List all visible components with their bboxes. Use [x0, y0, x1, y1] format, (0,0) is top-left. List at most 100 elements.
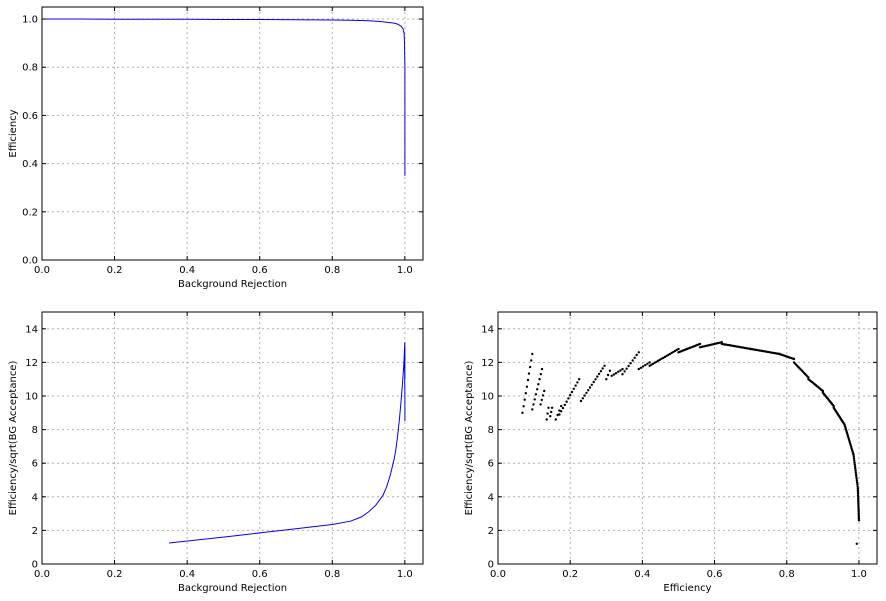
- significance-vs-rejection-plot: 0.0 0.2 0.4 0.6 0.8 1.0 0 2 4 6 8 10 12 14 Background …: [8, 311, 424, 594]
- data-point: [546, 412, 549, 415]
- x-tick-label: 0.2: [562, 569, 578, 580]
- y-tick-label: 0.8: [22, 63, 38, 74]
- series-line: [168, 342, 406, 544]
- y-tick-label: 1.0: [22, 15, 38, 26]
- data-point: [633, 356, 636, 359]
- data-point: [536, 388, 539, 391]
- data-point: [563, 403, 566, 407]
- x-tick-label: 0.0: [490, 569, 506, 580]
- data-point: [590, 383, 593, 386]
- data-point: [853, 465, 857, 468]
- y-tick-label: 0: [32, 560, 38, 571]
- data-point: [524, 392, 527, 395]
- data-point: [532, 403, 535, 406]
- y-tick-label: 8: [488, 425, 494, 436]
- data-point: [610, 374, 613, 377]
- x-tick-label: 0.0: [34, 265, 50, 276]
- data-point: [592, 380, 595, 384]
- data-point: [856, 493, 860, 497]
- data-point: [522, 405, 525, 408]
- data-point: [531, 408, 534, 411]
- y-axis-label: Efficiency/sqrt(BG Acceptance): [8, 361, 19, 516]
- data-point: [588, 386, 592, 389]
- x-tick-label: 0.6: [252, 265, 268, 276]
- data-point: [855, 481, 859, 484]
- data-point: [855, 479, 859, 482]
- data-point: [853, 459, 856, 462]
- data-point: [852, 453, 855, 456]
- data-point: [570, 390, 574, 394]
- data-point: [540, 367, 544, 371]
- plot-frame: [41, 6, 424, 261]
- y-axis-label: Efficiency: [8, 109, 19, 157]
- data-point: [857, 500, 860, 503]
- data-point: [698, 342, 702, 346]
- data-point: [545, 418, 548, 421]
- x-tick-label: 0.2: [107, 265, 123, 276]
- data-point: [530, 359, 533, 362]
- data-point: [569, 394, 572, 397]
- data-point: [857, 497, 860, 500]
- data-point: [857, 495, 860, 498]
- y-tick-label: 14: [25, 324, 38, 335]
- data-point: [852, 457, 856, 460]
- y-tick-label: 12: [25, 358, 38, 369]
- y-tick-label: 10: [481, 392, 494, 403]
- data-point: [639, 366, 643, 369]
- x-tick-label: 0.8: [324, 265, 340, 276]
- data-point: [617, 370, 620, 373]
- y-tick-label: 8: [32, 425, 38, 436]
- data-point: [635, 353, 638, 357]
- data-point: [857, 505, 860, 509]
- data-point: [614, 372, 618, 375]
- data-point: [594, 378, 597, 381]
- y-axis-label: Efficiency/sqrt(BG Acceptance): [464, 361, 475, 516]
- data-point: [561, 406, 565, 410]
- y-tick-label: 4: [488, 492, 494, 503]
- x-tick-label: 0.4: [179, 265, 195, 276]
- x-tick-label: 0.6: [707, 569, 723, 580]
- data-point: [856, 483, 859, 486]
- data-point: [857, 509, 860, 512]
- data-point: [857, 512, 860, 515]
- data-point: [857, 514, 860, 517]
- data-point: [854, 469, 857, 472]
- data-point: [856, 487, 860, 490]
- data-point: [646, 362, 649, 365]
- x-axis-label: Efficiency: [663, 583, 711, 594]
- data-point: [856, 488, 860, 492]
- data-point: [641, 365, 645, 368]
- data-point: [596, 375, 599, 378]
- data-point: [587, 389, 590, 392]
- data-point: [854, 471, 857, 474]
- data-point: [629, 362, 632, 365]
- efficiency-vs-rejection-plot: 0.0 0.2 0.4 0.6 0.8 1.0 0.0 0.2 0.4 0.6 0.8 1.0 Back…: [8, 6, 424, 290]
- data-point: [565, 400, 568, 403]
- data-point: [543, 389, 546, 393]
- data-point: [832, 404, 835, 408]
- data-point: [576, 381, 579, 384]
- data-point: [619, 369, 622, 372]
- data-point: [599, 370, 603, 373]
- x-axis-label: Background Rejection: [178, 583, 287, 594]
- series-line: [42, 18, 406, 176]
- y-tick-label: 2: [488, 526, 494, 537]
- data-point: [644, 363, 647, 367]
- y-tick-label: 6: [488, 459, 494, 470]
- data-point: [608, 369, 612, 372]
- x-tick-label: 1.0: [397, 569, 413, 580]
- x-tick-label: 0.6: [252, 569, 268, 580]
- data-point: [540, 398, 543, 402]
- x-axis-label: Background Rejection: [178, 279, 287, 290]
- x-tick-label: 0.4: [179, 569, 195, 580]
- data-point: [572, 387, 575, 390]
- y-tick-label: 10: [25, 392, 38, 403]
- data-point: [855, 475, 858, 478]
- data-point: [527, 372, 531, 375]
- data-point: [857, 510, 860, 514]
- data-point: [558, 409, 561, 412]
- x-tick-label: 0.8: [324, 569, 340, 580]
- data-point: [583, 394, 586, 397]
- data-point: [579, 399, 583, 403]
